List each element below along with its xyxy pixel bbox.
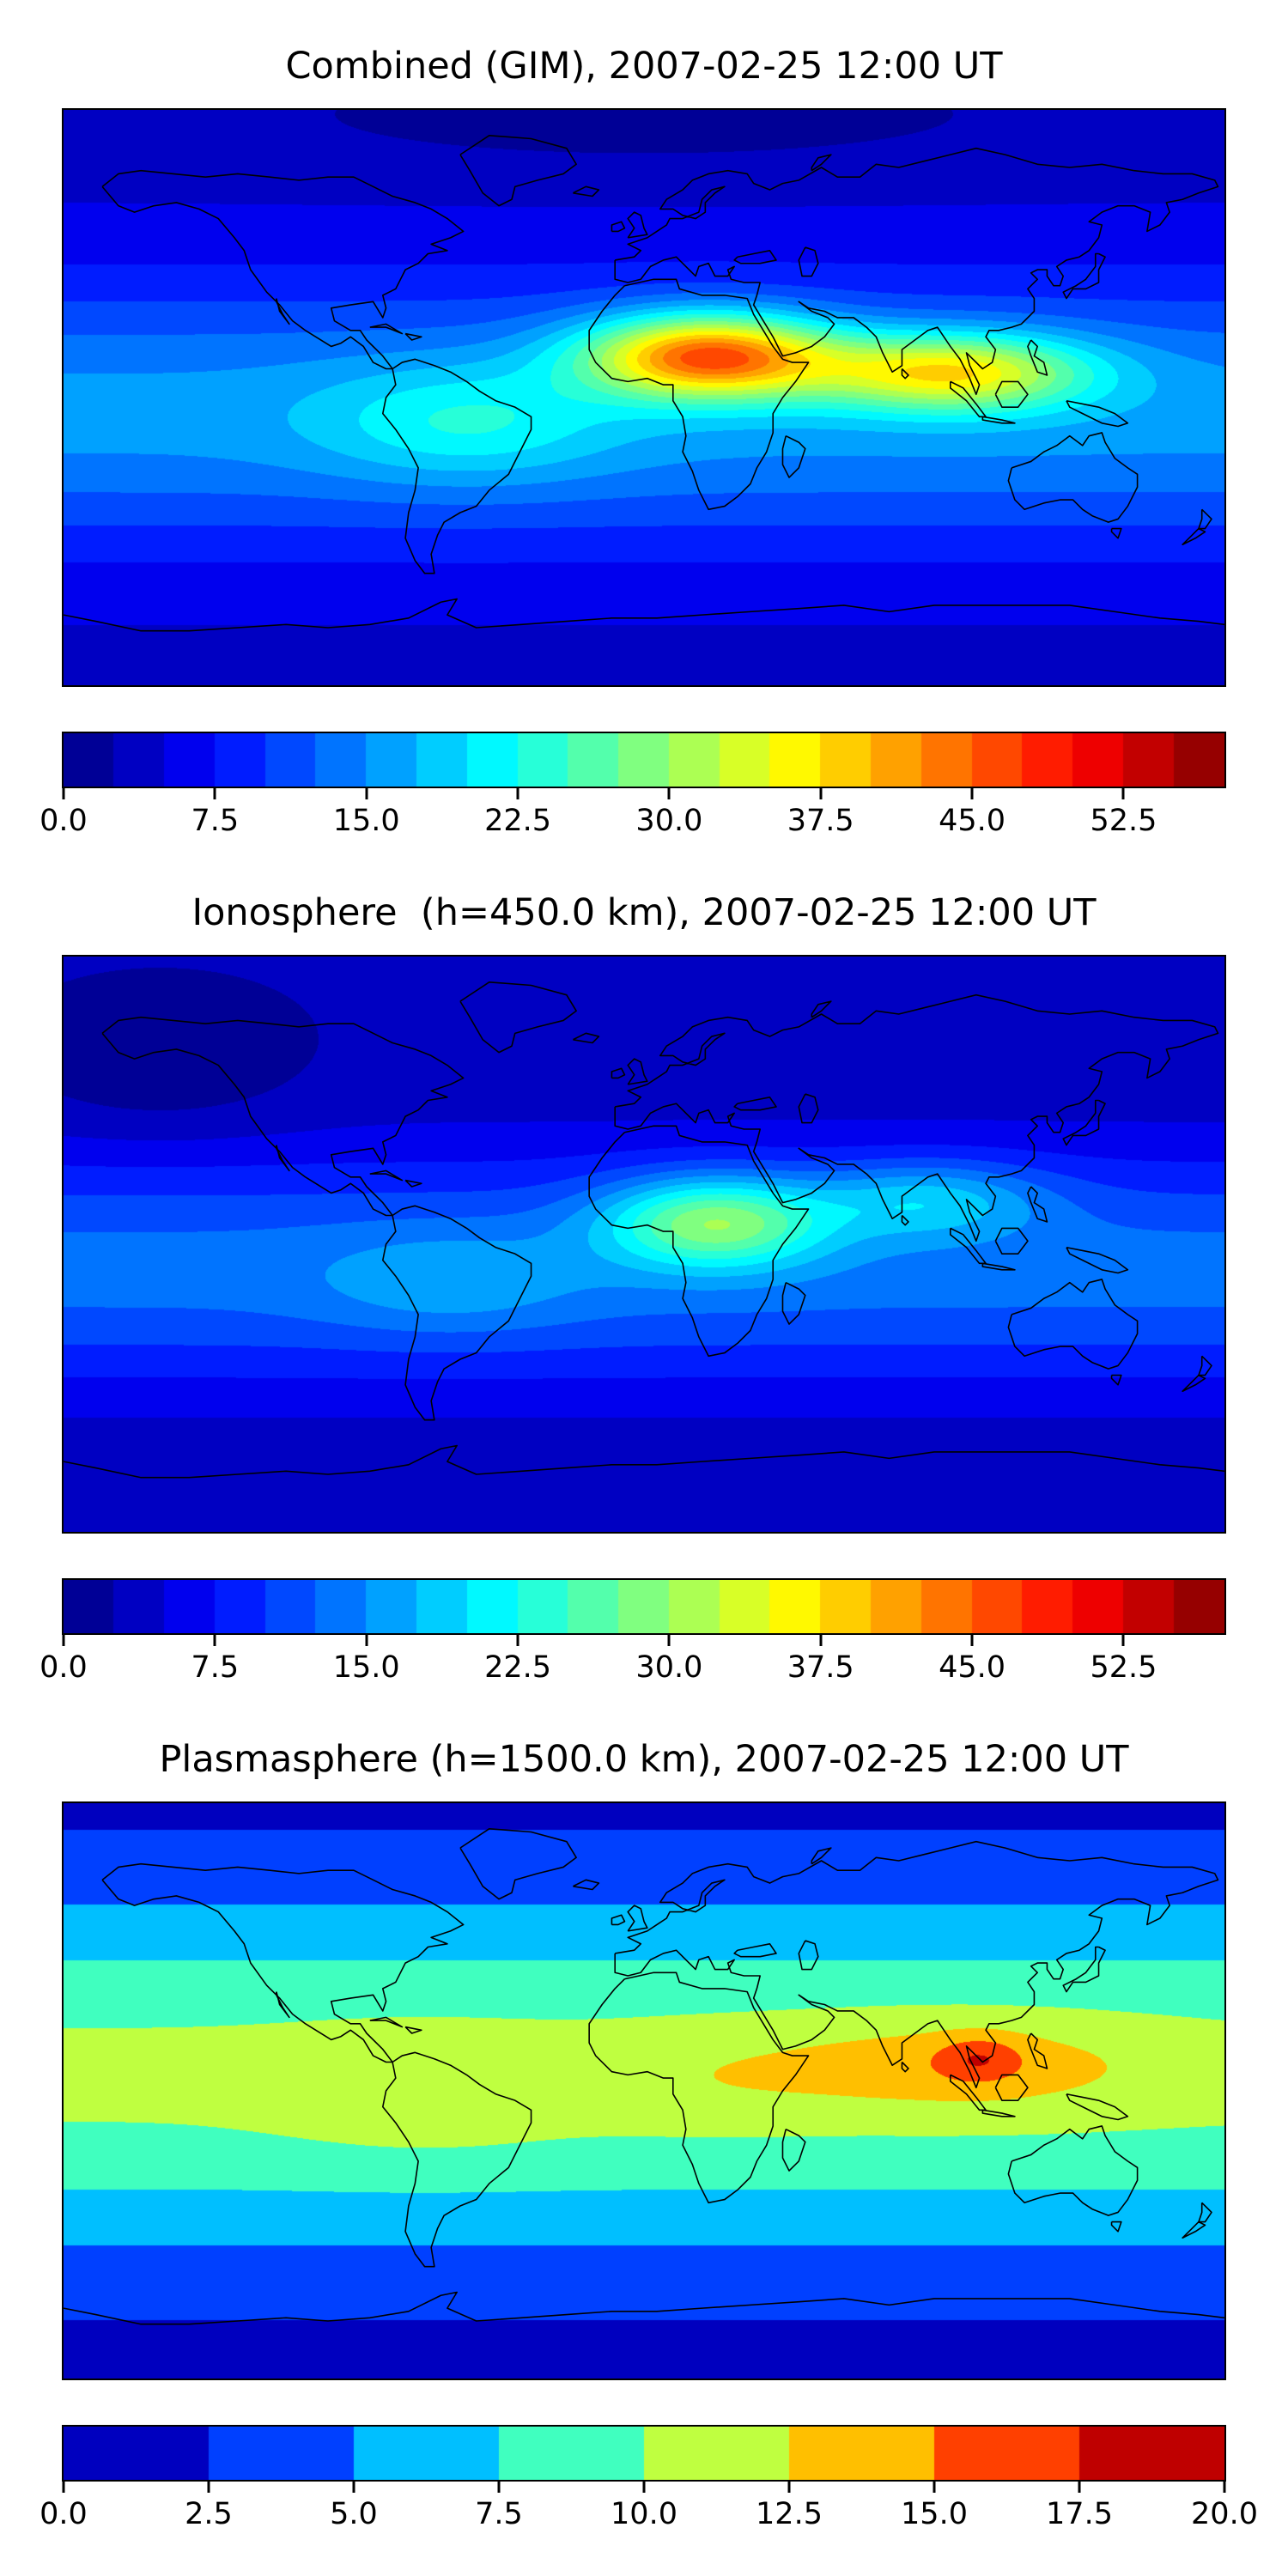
- colorbar-ionosphere: [62, 1578, 1226, 1635]
- colorbar-tick-label: 37.5: [787, 804, 854, 838]
- colorbar-gradient-ionosphere: [64, 1580, 1224, 1633]
- colorbar-ticks-ionosphere: 0.0 7.5 15.0 22.5 30.0 37.5 45.0 52.5: [39, 1635, 1224, 1702]
- colorbar-tick-label: 7.5: [191, 804, 240, 838]
- colorbar-tick-mark: [819, 1635, 823, 1646]
- colorbar-tick-mark: [642, 2482, 646, 2493]
- colorbar-tick-label: 52.5: [1090, 804, 1157, 838]
- colorbar-tick-label: 22.5: [484, 1650, 551, 1685]
- colorbar-tick-label: 45.0: [939, 1650, 1006, 1685]
- colorbar-tick-label: 12.5: [756, 2497, 823, 2531]
- colorbar-tick-mark: [667, 1635, 671, 1646]
- colorbar-tick-label: 10.0: [611, 2497, 677, 2531]
- colorbar-tick-label: 15.0: [332, 804, 400, 838]
- colorbar-tick-mark: [62, 2482, 65, 2493]
- colorbar-tick-mark: [819, 788, 823, 799]
- colorbar-tick-label: 5.0: [330, 2497, 378, 2531]
- colorbar-tick-label: 0.0: [39, 804, 88, 838]
- colorbar-tick-mark: [62, 1635, 65, 1646]
- panel-plasmasphere: Plasmasphere (h=1500.0 km), 2007-02-25 1…: [0, 1702, 1288, 2549]
- colorbar-tick-label: 30.0: [635, 804, 703, 838]
- colorbar-tick-label: 7.5: [191, 1650, 240, 1685]
- colorbar-tick-mark: [213, 1635, 216, 1646]
- colorbar-ticks-combined: 0.0 7.5 15.0 22.5 30.0 37.5 45.0 52.5: [39, 788, 1224, 855]
- colorbar-tick-mark: [970, 788, 974, 799]
- colorbar-plasmasphere: [62, 2425, 1226, 2482]
- colorbar-tick-label: 30.0: [635, 1650, 703, 1685]
- colorbar-gradient-combined: [64, 733, 1224, 787]
- panel-ionosphere: Ionosphere (h=450.0 km), 2007-02-25 12:0…: [0, 855, 1288, 1702]
- tec-heatmap-plasmasphere: [64, 1803, 1224, 2379]
- world-map-plasmasphere: [62, 1801, 1226, 2380]
- colorbar-tick-label: 2.5: [185, 2497, 233, 2531]
- colorbar-tick-mark: [207, 2482, 210, 2493]
- colorbar-tick-label: 0.0: [39, 2497, 88, 2531]
- colorbar-tick-mark: [516, 1635, 519, 1646]
- coastlines-overlay: [64, 957, 1224, 1532]
- colorbar-tick-mark: [787, 2482, 791, 2493]
- colorbar-tick-mark: [1223, 2482, 1226, 2493]
- colorbar-tick-label: 45.0: [939, 804, 1006, 838]
- colorbar-tick-label: 20.0: [1191, 2497, 1258, 2531]
- colorbar-tick-mark: [62, 788, 65, 799]
- colorbar-tick-mark: [213, 788, 216, 799]
- colorbar-tick-mark: [365, 788, 368, 799]
- colorbar-tick-label: 37.5: [787, 1650, 854, 1685]
- panel-title-ionosphere: Ionosphere (h=450.0 km), 2007-02-25 12:0…: [191, 891, 1097, 934]
- colorbar-tick-label: 15.0: [332, 1650, 400, 1685]
- colorbar-tick-mark: [352, 2482, 355, 2493]
- colorbar-tick-label: 22.5: [484, 804, 551, 838]
- world-map-ionosphere: [62, 955, 1226, 1534]
- colorbar-ticks-plasmasphere: 0.0 2.5 5.0 7.5 10.0 12.5 15.0 17.5 20.0: [39, 2482, 1258, 2549]
- colorbar-tick-mark: [667, 788, 671, 799]
- colorbar-tick-mark: [365, 1635, 368, 1646]
- colorbar-tick-mark: [1078, 2482, 1081, 2493]
- panel-title-plasmasphere: Plasmasphere (h=1500.0 km), 2007-02-25 1…: [159, 1738, 1129, 1781]
- colorbar-tick-mark: [1121, 1635, 1125, 1646]
- colorbar-tick-mark: [1121, 788, 1125, 799]
- colorbar-tick-label: 7.5: [475, 2497, 523, 2531]
- colorbar-tick-mark: [497, 2482, 501, 2493]
- colorbar-tick-label: 15.0: [901, 2497, 968, 2531]
- colorbar-combined: [62, 732, 1226, 788]
- panel-title-combined: Combined (GIM), 2007-02-25 12:00 UT: [285, 45, 1003, 88]
- tec-heatmap-ionosphere: [64, 957, 1224, 1532]
- world-map-combined: [62, 108, 1226, 687]
- colorbar-tick-mark: [933, 2482, 936, 2493]
- colorbar-tick-label: 0.0: [39, 1650, 88, 1685]
- coastlines-overlay: [64, 1803, 1224, 2379]
- coastlines-overlay: [64, 110, 1224, 685]
- colorbar-tick-label: 17.5: [1046, 2497, 1113, 2531]
- colorbar-tick-label: 52.5: [1090, 1650, 1157, 1685]
- tec-heatmap-combined: [64, 110, 1224, 685]
- colorbar-tick-mark: [970, 1635, 974, 1646]
- colorbar-gradient-plasmasphere: [64, 2427, 1224, 2480]
- panel-combined-gim: Combined (GIM), 2007-02-25 12:00 UT 0.0 7…: [0, 9, 1288, 855]
- colorbar-tick-mark: [516, 788, 519, 799]
